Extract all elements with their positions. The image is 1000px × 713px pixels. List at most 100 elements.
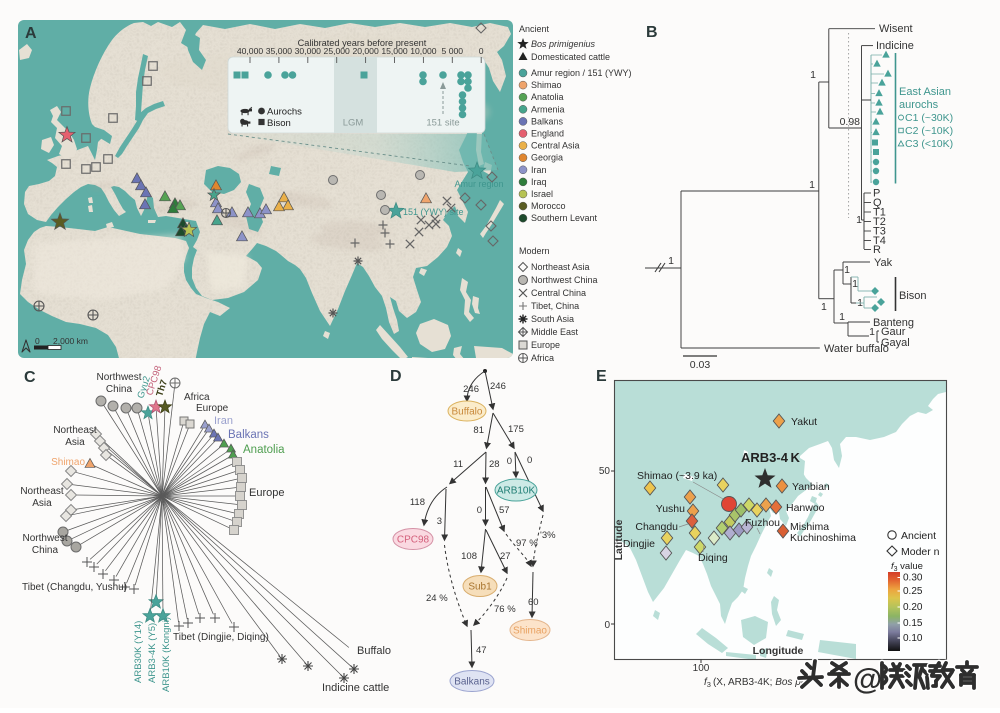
svg-text:11: 11 [453,459,463,470]
svg-text:aurochs: aurochs [899,99,939,111]
svg-text:South Asia: South Asia [531,314,574,324]
svg-text:1: 1 [821,301,827,313]
svg-text:57: 57 [499,505,510,516]
svg-text:Banteng: Banteng [873,317,914,329]
svg-text:China: China [32,545,59,556]
svg-text:Northwest China: Northwest China [531,275,598,285]
svg-text:Northeast: Northeast [20,486,64,497]
svg-text:Gaur: Gaur [881,326,906,338]
svg-text:76 %: 76 % [494,604,516,615]
svg-text:ARB3-4K (Y5): ARB3-4K (Y5) [147,623,158,683]
svg-text:R: R [873,244,881,256]
svg-text:0: 0 [35,336,40,346]
svg-text:0: 0 [507,456,512,467]
svg-text:Yak: Yak [874,257,893,269]
svg-text:C1 (~30K): C1 (~30K) [905,112,953,124]
svg-text:Armenia: Armenia [531,104,565,114]
svg-text:151 site: 151 site [426,118,459,129]
svg-text:A: A [25,25,37,42]
svg-text:Hanwoo: Hanwoo [786,502,825,514]
svg-text:1: 1 [809,179,815,191]
svg-text:108: 108 [461,551,477,562]
svg-text:Buffalo: Buffalo [357,645,391,657]
svg-text:Israel: Israel [531,189,553,199]
svg-text:20,000: 20,000 [352,46,379,56]
svg-text:0.25: 0.25 [903,586,923,597]
svg-text:B: B [646,24,658,41]
svg-text:0.10: 0.10 [903,633,923,644]
svg-text:Middle East: Middle East [531,327,579,337]
svg-text:0.98: 0.98 [840,116,861,128]
svg-text:Ancient: Ancient [519,24,550,34]
svg-text:Indicine cattle: Indicine cattle [322,682,389,694]
svg-text:Q: Q [873,197,882,209]
svg-text:Diqing: Diqing [698,552,728,564]
svg-text:Latitude: Latitude [613,519,625,560]
svg-text:T1: T1 [873,207,886,219]
svg-text:Iraq: Iraq [531,177,547,187]
svg-text:LGM: LGM [343,118,364,129]
svg-text:Yushu: Yushu [656,503,685,515]
svg-text:East Asian: East Asian [899,86,951,98]
svg-text:T2: T2 [873,216,886,228]
svg-text:1: 1 [839,311,845,323]
svg-text:0.15: 0.15 [903,618,923,629]
svg-text:Africa: Africa [184,392,210,403]
svg-text:f3 value: f3 value [891,561,923,573]
svg-text:Gayal: Gayal [881,337,910,349]
svg-text:0: 0 [477,505,482,516]
svg-text:Balkans: Balkans [454,677,490,688]
svg-text:Tibet, China: Tibet, China [531,301,579,311]
svg-text:0.20: 0.20 [903,602,923,613]
svg-text:England: England [531,129,564,139]
svg-text:C: C [24,369,36,386]
svg-text:Asia: Asia [32,498,52,509]
svg-text:Shimao (~3.9 ka): Shimao (~3.9 ka) [637,470,717,482]
svg-text:Europe: Europe [196,403,229,414]
svg-text:Anatolia: Anatolia [243,444,285,456]
svg-text:Shimao: Shimao [513,626,547,637]
svg-text:Aurochs: Aurochs [267,107,302,118]
svg-text:2,000 km: 2,000 km [53,336,88,346]
svg-text:Tibet (Dingjie, Diqing): Tibet (Dingjie, Diqing) [173,632,269,643]
svg-text:Domesticated cattle: Domesticated cattle [531,52,610,62]
svg-text:Northwest: Northwest [96,372,141,383]
svg-text:Indicine: Indicine [876,40,914,52]
svg-text:Amur region / 151 (YWY): Amur region / 151 (YWY) [531,68,632,78]
svg-text:81: 81 [473,425,484,436]
svg-text:Calibrated years before presen: Calibrated years before present [298,38,427,48]
svg-text:Th7: Th7 [154,378,170,397]
svg-text:CPC98: CPC98 [397,535,430,546]
svg-text:1: 1 [869,326,875,338]
svg-text:D: D [390,368,402,385]
svg-text:Southern Levant: Southern Levant [531,213,598,223]
svg-text:Moder n: Moder n [901,546,940,558]
svg-text:30,000: 30,000 [295,46,322,56]
svg-text:Europe: Europe [531,340,560,350]
svg-text:T4: T4 [873,235,886,247]
svg-text:1: 1 [844,264,850,276]
svg-text:@: @ [853,663,882,696]
svg-text:Changdu: Changdu [635,521,678,533]
svg-text:ARB10K (Kongni): ARB10K (Kongni) [161,617,172,692]
svg-text:15,000: 15,000 [381,46,408,56]
svg-text:0.30: 0.30 [903,573,923,584]
svg-text:47: 47 [476,645,487,656]
svg-text:Shimao: Shimao [531,80,562,90]
svg-text:Buffalo: Buffalo [452,407,483,418]
svg-text:1: 1 [856,214,862,226]
svg-text:Northeast Asia: Northeast Asia [531,262,590,272]
svg-text:Georgia: Georgia [531,153,563,163]
svg-text:Fuzhou: Fuzhou [745,517,780,529]
svg-text:Central Asia: Central Asia [531,141,580,151]
svg-text:1: 1 [852,278,858,290]
svg-text:Dingjie: Dingjie [623,538,655,550]
svg-text:118: 118 [410,497,425,508]
svg-text:60: 60 [528,597,539,608]
svg-text:27: 27 [500,551,511,562]
svg-text:Bison: Bison [899,290,927,302]
svg-text:ARB3-4 K: ARB3-4 K [741,450,801,465]
svg-text:Northeast: Northeast [53,425,97,436]
svg-text:P: P [873,188,880,200]
svg-text:97 %: 97 % [516,538,538,549]
